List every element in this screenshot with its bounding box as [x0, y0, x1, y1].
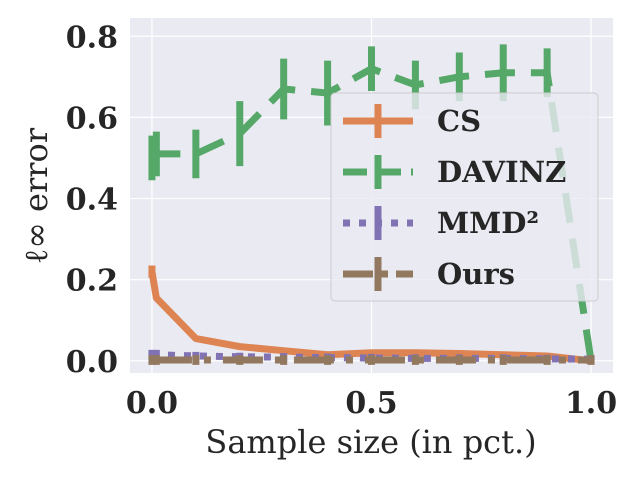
- legend-label: MMD²: [437, 206, 539, 240]
- legend-label: Ours: [437, 257, 515, 291]
- legend-label: CS: [437, 104, 481, 138]
- y-tick-label: 0.6: [66, 101, 118, 136]
- legend: CS DAVINZ MMD² Ours: [330, 92, 599, 302]
- x-axis-title: Sample size (in pct.): [205, 423, 536, 461]
- y-tick-label: 0.8: [66, 20, 118, 55]
- series-line: [149, 65, 595, 362]
- y-tick-label: 0.2: [66, 264, 118, 299]
- y-tick-label: 0.0: [66, 345, 118, 380]
- series-layer: [148, 44, 595, 365]
- series-davinz: [148, 44, 595, 362]
- y-axis-title: ℓ∞ error: [17, 127, 55, 264]
- x-tick-label: 0.0: [126, 386, 178, 421]
- series-cs: [148, 265, 592, 365]
- x-tick-label: 1.0: [565, 386, 617, 421]
- y-axis-ticks: 0.0 0.2 0.4 0.6 0.8: [66, 20, 118, 380]
- legend-label: DAVINZ: [437, 155, 566, 189]
- series-line: [148, 270, 592, 365]
- x-axis-ticks: 0.0 0.5 1.0: [126, 386, 617, 421]
- y-tick-label: 0.4: [66, 183, 118, 218]
- series-ours: [148, 355, 595, 365]
- legend-frame: [330, 92, 599, 302]
- x-tick-label: 0.5: [345, 386, 397, 421]
